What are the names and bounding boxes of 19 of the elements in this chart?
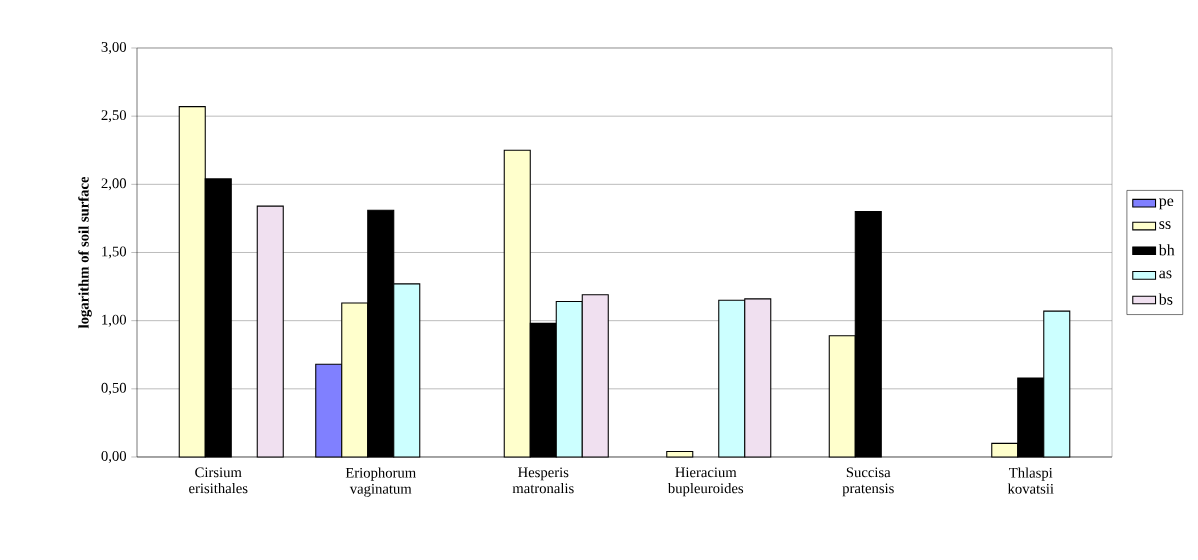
x-tick-label: Thlaspi kovatsii (1007, 467, 1054, 494)
x-tick-label: Cirsium erisithales (189, 467, 248, 494)
legend-label: bh (1158, 244, 1175, 256)
y-tick-label: 3,00 (101, 42, 127, 54)
y-tick-label: 1,50 (102, 246, 127, 259)
y-tick-label: 0,50 (101, 382, 127, 395)
y-axis-title: logarithm of soil surface (78, 176, 92, 329)
x-tick-label: Hieracium bupleuroides (667, 467, 744, 497)
legend-label: ss (1159, 221, 1171, 229)
x-tick-label: Hesperis matronalis (512, 467, 574, 494)
legend-label: bs (1158, 293, 1173, 305)
x-tick-label: Succisa pratensis (842, 467, 894, 497)
y-tick-label: 1,00 (102, 314, 127, 327)
legend-label: pe (1158, 198, 1174, 210)
y-tick-label: 0,00 (101, 451, 127, 464)
x-tick-label: Eriophorum vaginatum (345, 467, 416, 497)
y-tick-label: 2,50 (101, 110, 127, 123)
y-tick-label: 2,00 (101, 178, 127, 191)
legend-label: as (1159, 270, 1172, 279)
